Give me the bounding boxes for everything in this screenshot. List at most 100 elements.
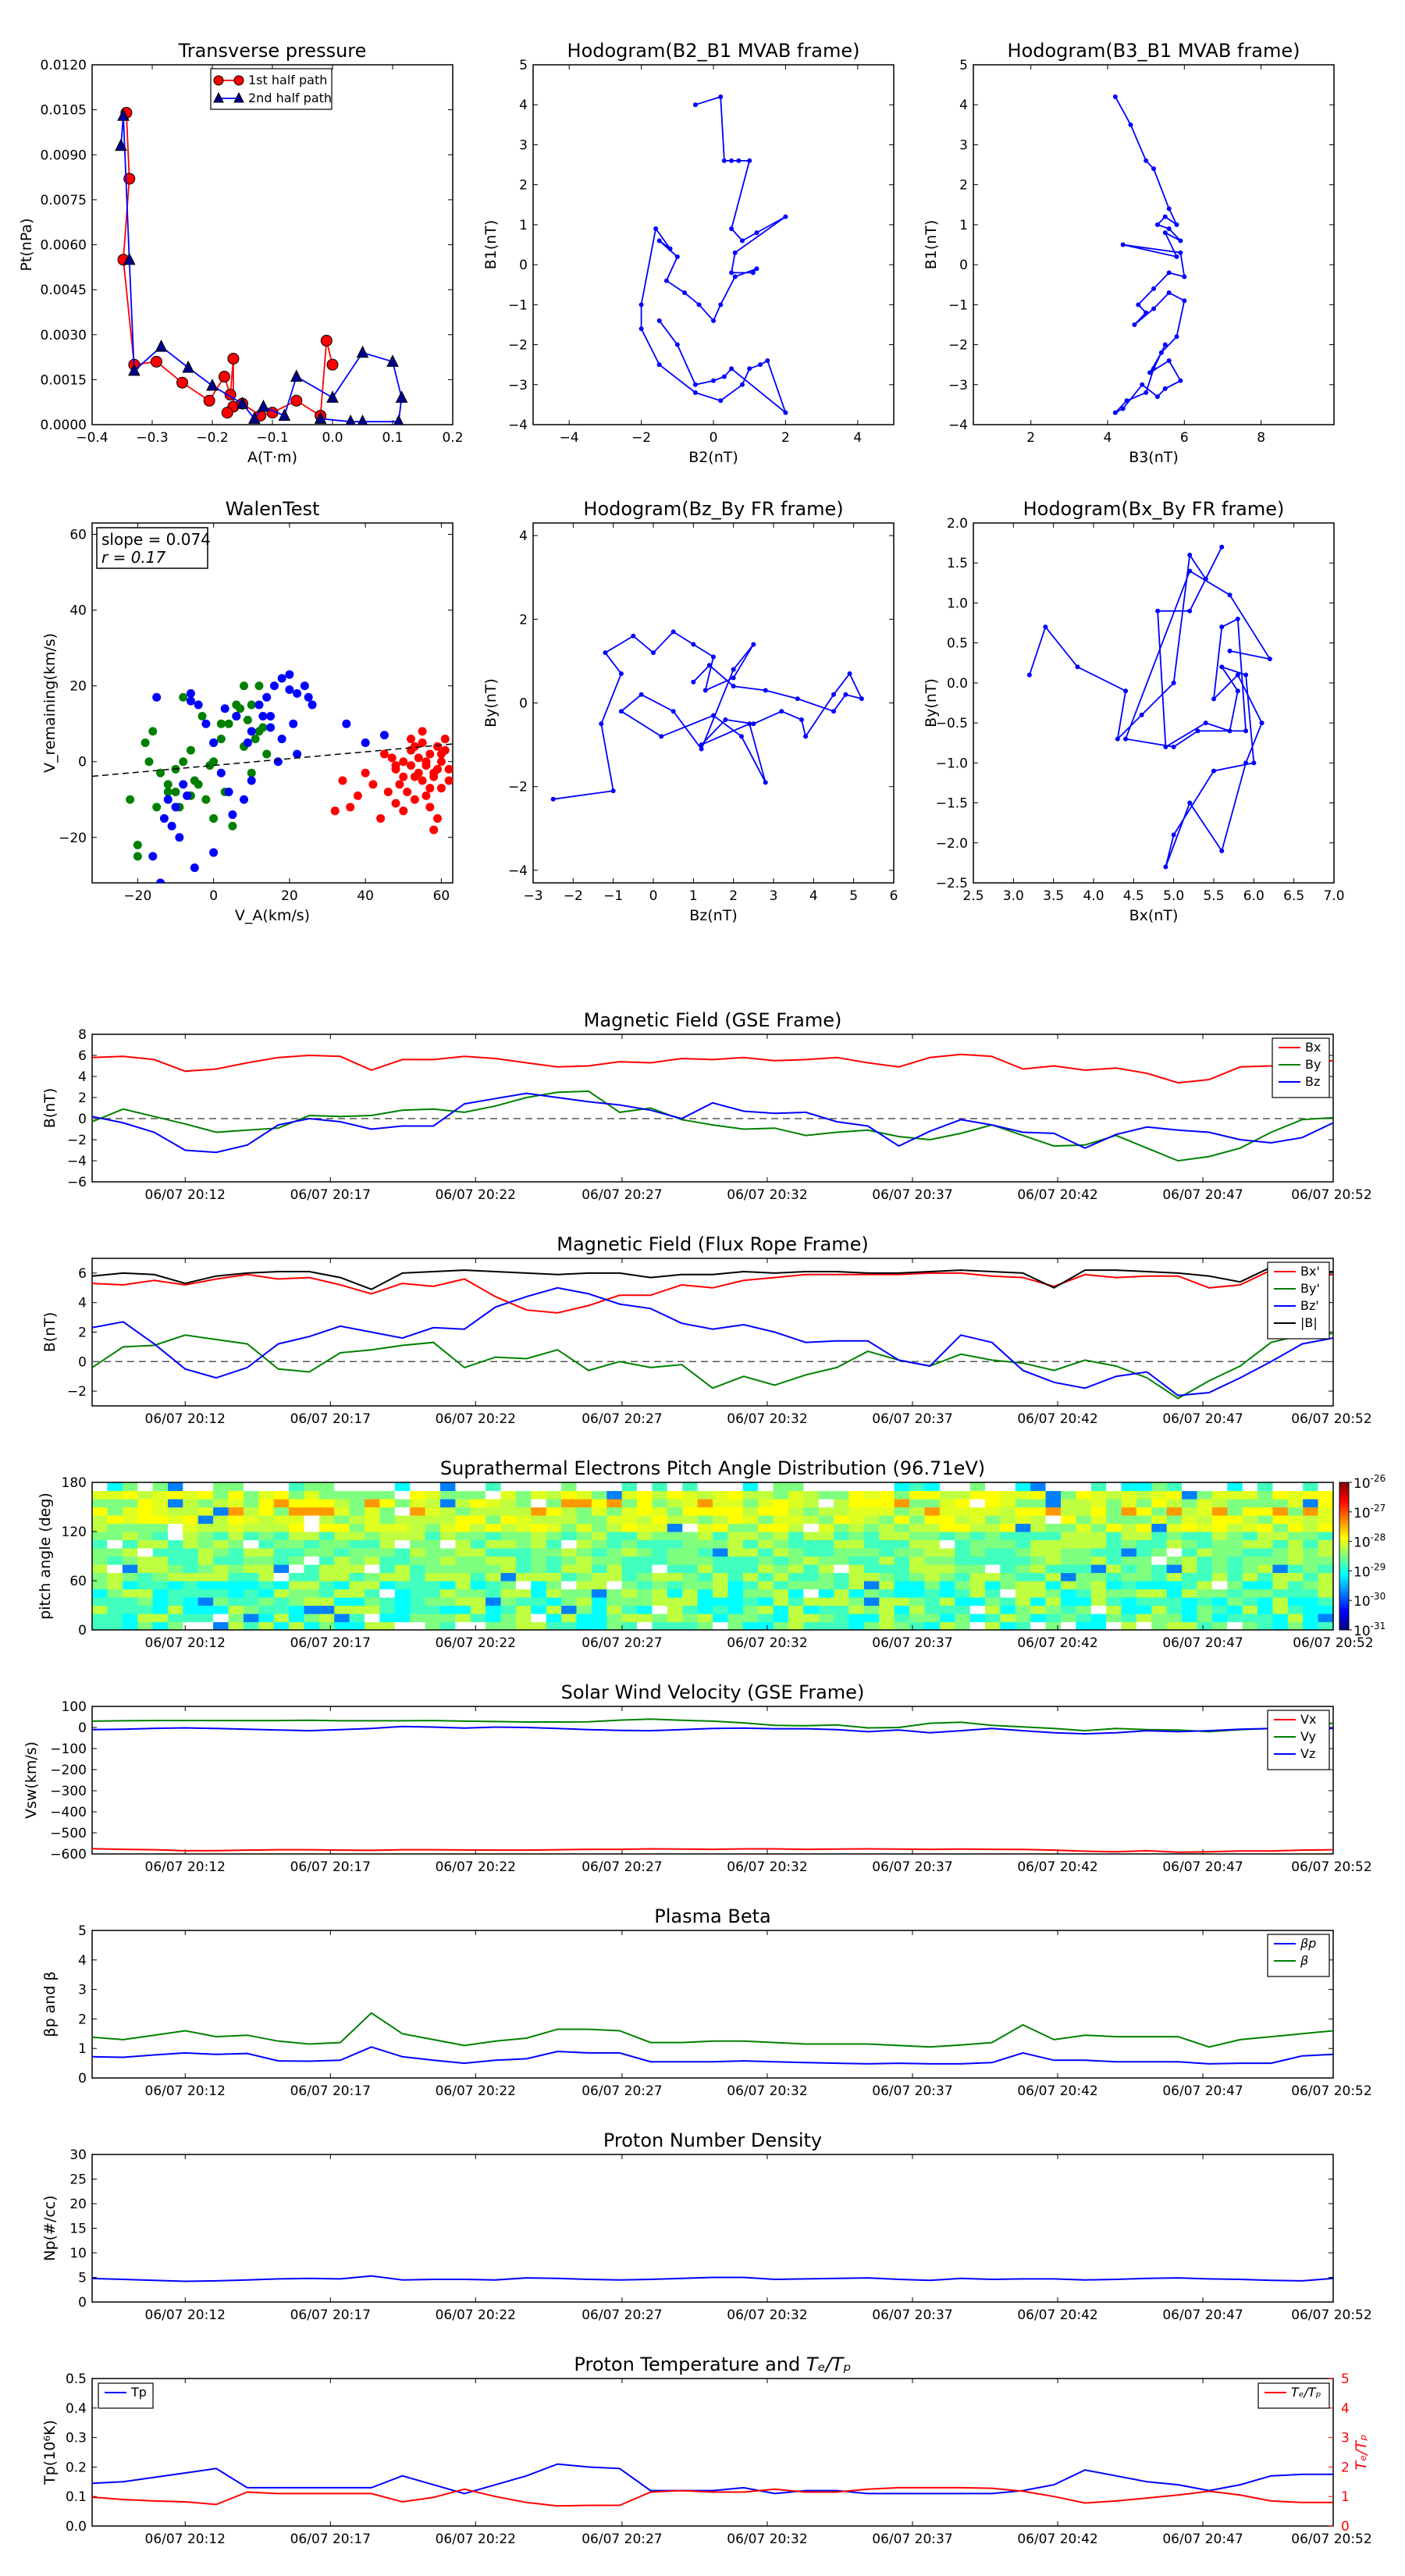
pad-cell [273, 1490, 290, 1500]
pad-cell [1166, 1499, 1183, 1508]
pad-cell [273, 1605, 290, 1614]
colorbar-tick-exponent: -31 [1371, 1621, 1386, 1631]
vsw-y-tick-label: −600 [50, 1847, 87, 1863]
pad-cell [773, 1507, 789, 1516]
pad-cell [697, 1556, 713, 1565]
pad-cell [621, 1499, 638, 1508]
colorbar-tick-label: 10-30 [1353, 1591, 1385, 1610]
walen-point [247, 727, 256, 736]
pad-cell [349, 1572, 365, 1582]
np-y-tick-label: 20 [69, 2197, 87, 2212]
pad-cell [394, 1548, 411, 1557]
pad-cell [1061, 1556, 1076, 1565]
pad-cell [1242, 1490, 1258, 1500]
pad-cell [1136, 1614, 1152, 1623]
pad-cell [410, 1532, 426, 1541]
hodo_bzby-point [738, 734, 744, 739]
pad-cell [152, 1490, 169, 1500]
pad-cell [168, 1515, 183, 1525]
pad-cell [667, 1556, 683, 1565]
pad-cell [318, 1572, 335, 1582]
legend-entry: By' [1300, 1281, 1320, 1296]
legend-entry: Vz [1300, 1746, 1315, 1761]
pad-cell [606, 1507, 623, 1516]
pad-cell [576, 1507, 592, 1516]
pad-cell [258, 1490, 275, 1500]
pad-cell [1242, 1499, 1258, 1508]
pad-cell [92, 1499, 108, 1508]
pad-cell [1106, 1548, 1122, 1557]
bgse-panel: Magnetic Field (GSE Frame)06/07 20:12 06/… [41, 1009, 1372, 1203]
pad-cell [803, 1499, 820, 1508]
tp-y-right-tick-label: 3 [1341, 2431, 1350, 2446]
pad-cell [788, 1539, 804, 1549]
pad-cell [652, 1548, 668, 1557]
vsw-y-label: Vsw(km/s) [23, 1742, 40, 1819]
walen-point [444, 764, 453, 774]
hodo_b3b1-y-tick-label: 5 [959, 58, 968, 73]
pad-cell [727, 1589, 744, 1598]
pad-cell [576, 1597, 592, 1606]
pad-cell [742, 1515, 759, 1525]
pad-cell [1211, 1515, 1228, 1525]
pad-cell [758, 1482, 774, 1492]
hodo_bzby-point [610, 788, 616, 794]
pad-cell [1166, 1614, 1183, 1623]
pad-cell [122, 1614, 138, 1623]
hodo_bzby-panel: Hodogram(Bz_By FR frame)−3 −2 −1 0 1 2 3 4 5 6−4−… [482, 498, 898, 924]
np-series-Np [92, 2275, 1333, 2282]
pad-cell [773, 1539, 789, 1549]
pad-cell [879, 1532, 895, 1541]
hodo_bzby-y-tick-label: 4 [519, 528, 528, 544]
pad-cell [1151, 1581, 1168, 1590]
walen-point [376, 814, 386, 824]
pad-cell [1000, 1548, 1016, 1557]
pad-cell [349, 1523, 365, 1532]
pad-cell [515, 1548, 532, 1557]
hodo_bzby-point [670, 709, 676, 714]
legend-entry: Bx' [1300, 1264, 1320, 1279]
pad-cell [682, 1621, 699, 1630]
pad-cell [697, 1499, 713, 1508]
pad-cell [168, 1564, 183, 1574]
pad-cell [773, 1548, 789, 1557]
tp-y-tick-label: 0.4 [66, 2401, 87, 2417]
pad-cell [289, 1597, 305, 1606]
pad-cell [879, 1523, 895, 1532]
pad-cell [561, 1614, 578, 1623]
pad-cell [969, 1605, 986, 1614]
pad-cell [1045, 1482, 1062, 1492]
pad-cell [1090, 1564, 1107, 1574]
pad-cell [788, 1572, 804, 1582]
pad-cell [969, 1621, 986, 1630]
pad-y-tick-label: 60 [69, 1574, 87, 1589]
pad-cell [1318, 1597, 1333, 1606]
pad-cell [379, 1539, 396, 1549]
pad-cell [500, 1532, 517, 1541]
pad-cell [168, 1490, 183, 1500]
pad-cell [561, 1572, 578, 1582]
pad-cell [834, 1572, 850, 1582]
hodo_bxby-point [1227, 728, 1232, 734]
hodo_bxby-point [1123, 688, 1129, 694]
pad-cell [1227, 1589, 1243, 1598]
pad-cell [515, 1507, 532, 1516]
pad-cell [924, 1507, 941, 1516]
hodo_bxby-y-tick-label: −1.0 [936, 756, 968, 771]
pad-cell [637, 1597, 653, 1606]
pad-cell [863, 1572, 880, 1582]
legend-entry: Tp [130, 2385, 147, 2400]
hodo_bzby-point [731, 667, 736, 672]
pad-cell [652, 1482, 668, 1492]
pad-cell [197, 1564, 214, 1574]
bgse-time-tick-label: 06/07 20:22 [436, 1187, 516, 1203]
pad-cell [425, 1589, 441, 1598]
pad-cell [486, 1621, 502, 1630]
hodo_bxby-y-tick-label: −2.0 [936, 836, 968, 852]
pad-cell [1287, 1581, 1304, 1590]
walen-point [243, 715, 252, 724]
pad-cell [1015, 1614, 1031, 1623]
pad-cell [1257, 1532, 1273, 1541]
pad-cell [758, 1605, 774, 1614]
